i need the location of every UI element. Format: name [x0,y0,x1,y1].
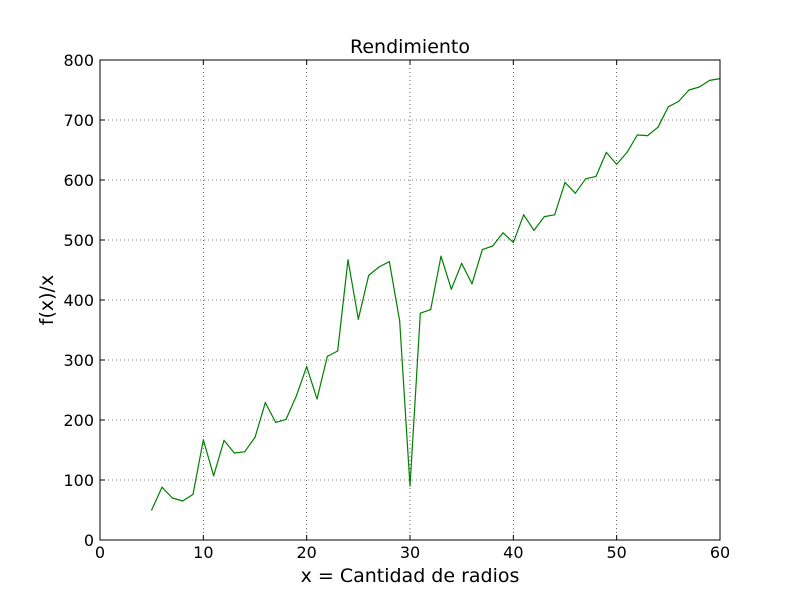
data-point [223,439,225,441]
data-point [595,175,597,177]
data-point [202,439,204,441]
x-tick-label: 30 [400,543,420,562]
data-point [192,493,194,495]
chart-title: Rendimiento [350,36,470,58]
data-point [233,452,235,454]
data-point [543,216,545,218]
y-tick-label: 600 [63,171,94,190]
data-point [213,475,215,477]
x-tick-label: 60 [710,543,730,562]
data-point [585,178,587,180]
data-point [574,192,576,194]
x-axis-label: x = Cantidad de radios [301,565,520,587]
data-point [409,485,411,487]
data-point [533,229,535,231]
data-point [502,232,504,234]
y-tick-label: 100 [63,471,94,490]
y-tick-label: 800 [63,51,94,70]
data-point [182,500,184,502]
data-point [709,79,711,81]
data-point [450,288,452,290]
data-point [151,509,153,511]
data-point [688,89,690,91]
data-point [492,245,494,247]
data-point [481,249,483,251]
y-tick-label: 500 [63,231,94,250]
data-point [378,266,380,268]
x-tick-label: 40 [503,543,523,562]
data-point [347,259,349,261]
grid [100,60,720,540]
x-tick-label: 20 [296,543,316,562]
series-line-0 [151,78,721,511]
data-point [337,350,339,352]
data-point [171,497,173,499]
data-point [306,366,308,368]
y-axis-label: f(x)/x [36,275,58,325]
data-point [326,355,328,357]
data-point [698,86,700,88]
data-point [605,151,607,153]
data-point [523,214,525,216]
data-point [368,274,370,276]
y-tick-label: 700 [63,111,94,130]
y-tick-label: 0 [84,531,94,550]
data-point [430,309,432,311]
data-point [461,262,463,264]
data-point [471,283,473,285]
data-point [399,320,401,322]
data-point [626,151,628,153]
data-point [657,126,659,128]
data-point [512,241,514,243]
data-point [275,421,277,423]
data-point [647,135,649,137]
x-tick-label: 50 [606,543,626,562]
data-point [316,398,318,400]
y-tick-label: 300 [63,351,94,370]
data-point [440,255,442,257]
data-point [419,312,421,314]
data-point [554,214,556,216]
data-point [667,106,669,108]
data-point [161,486,163,488]
data-point [678,100,680,102]
data-point [616,163,618,165]
data-point [285,418,287,420]
data-point [264,402,266,404]
x-tick-label: 10 [193,543,213,562]
data-point [244,451,246,453]
data-point [357,318,359,320]
data-point [564,181,566,183]
x-tick-label: 0 [95,543,105,562]
y-tick-label: 400 [63,291,94,310]
data-point [388,261,390,263]
y-tick-label: 200 [63,411,94,430]
data-point [254,436,256,438]
data-point [636,134,638,136]
data-point [295,395,297,397]
